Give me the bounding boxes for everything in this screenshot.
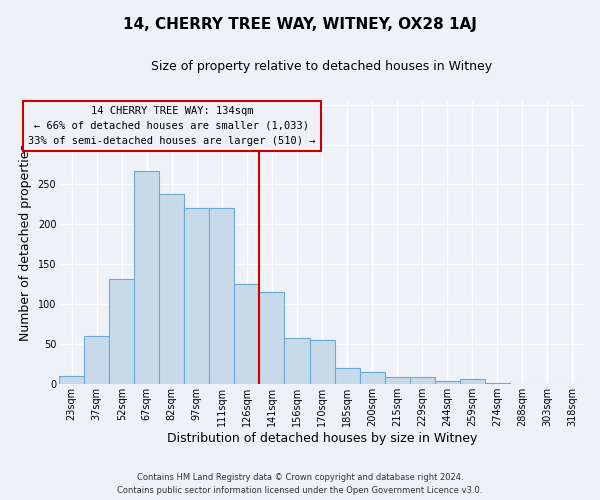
Text: 14 CHERRY TREE WAY: 134sqm
← 66% of detached houses are smaller (1,033)
33% of s: 14 CHERRY TREE WAY: 134sqm ← 66% of deta… (28, 106, 316, 146)
Bar (209, 208, 235, 384)
Bar (159, 194, 184, 384)
Bar (84, 336, 109, 384)
Bar (134, 171, 159, 384)
Y-axis label: Number of detached properties: Number of detached properties (19, 144, 32, 341)
Title: Size of property relative to detached houses in Witney: Size of property relative to detached ho… (151, 60, 493, 73)
Bar (359, 372, 385, 384)
Bar (410, 377, 435, 384)
Bar (460, 380, 485, 384)
Bar (385, 377, 410, 384)
Bar (259, 292, 284, 384)
Bar (59, 376, 84, 384)
Text: 14, CHERRY TREE WAY, WITNEY, OX28 1AJ: 14, CHERRY TREE WAY, WITNEY, OX28 1AJ (123, 18, 477, 32)
Bar (109, 279, 134, 384)
Bar (184, 208, 209, 384)
X-axis label: Distribution of detached houses by size in Witney: Distribution of detached houses by size … (167, 432, 477, 445)
Bar (310, 340, 335, 384)
Bar (235, 284, 259, 384)
Bar (335, 368, 359, 384)
Bar (435, 381, 460, 384)
Text: Contains HM Land Registry data © Crown copyright and database right 2024.
Contai: Contains HM Land Registry data © Crown c… (118, 474, 482, 495)
Bar (284, 338, 310, 384)
